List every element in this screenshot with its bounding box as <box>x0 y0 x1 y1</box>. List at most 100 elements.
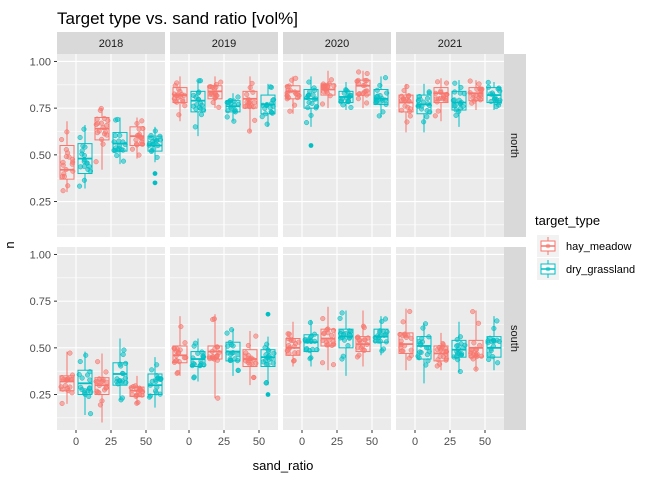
data-point <box>253 333 259 339</box>
box-hay_meadow-25 <box>206 314 223 401</box>
y-tick-label: 0.50 <box>30 150 51 162</box>
data-point <box>119 395 126 401</box>
box-iqr <box>59 145 75 180</box>
x-tick-label: 50 <box>253 436 265 448</box>
panels: 2018 2019 2020 2021 north south <box>57 32 526 430</box>
box-hay_meadow-0 <box>398 83 414 133</box>
facet-label-2019: 2019 <box>212 38 236 50</box>
y-tick-label: 1.00 <box>30 56 51 68</box>
box-hay_meadow-0 <box>171 316 189 376</box>
data-point <box>470 309 476 315</box>
data-point <box>120 147 126 153</box>
data-point <box>404 119 410 125</box>
data-point <box>191 374 197 380</box>
data-point <box>376 113 382 119</box>
box-dry_grassland-25 <box>224 93 241 124</box>
data-point <box>424 95 431 101</box>
data-point <box>182 103 188 109</box>
data-point <box>235 367 241 373</box>
box-hay_meadow-50 <box>242 331 259 386</box>
x-tick-label: 0 <box>73 436 79 448</box>
y-axis-title: n <box>2 241 17 248</box>
legend-title: target_type <box>535 213 600 228</box>
data-point <box>361 89 367 95</box>
box-dry_grassland-50 <box>372 316 390 356</box>
data-point <box>82 144 88 150</box>
data-point <box>60 188 66 194</box>
data-point <box>149 367 155 373</box>
data-point <box>435 79 441 85</box>
data-point <box>495 360 501 366</box>
data-point <box>77 359 83 365</box>
data-point <box>65 183 71 189</box>
data-point <box>358 345 364 351</box>
y-tick-label: 0.50 <box>30 343 51 355</box>
data-point <box>406 355 412 361</box>
data-point <box>85 372 91 378</box>
data-point <box>244 91 250 97</box>
data-point <box>494 318 500 324</box>
data-point <box>87 385 93 391</box>
box-dry_grassland-50 <box>146 357 164 408</box>
data-point <box>382 75 389 81</box>
y-tick-label: 0.25 <box>30 390 51 402</box>
box-iqr <box>285 338 301 356</box>
facet-strip-2019 <box>170 32 278 54</box>
data-point <box>476 81 482 87</box>
data-point <box>79 151 85 157</box>
data-point <box>470 95 476 101</box>
box-iqr <box>112 131 128 152</box>
box-iqr <box>355 79 371 96</box>
data-point <box>325 84 331 90</box>
chart-title: Target type vs. sand ratio [vol%] <box>57 9 298 28</box>
data-point <box>339 310 345 316</box>
data-point <box>269 110 275 116</box>
facet-strip-south <box>504 247 526 430</box>
data-point <box>304 120 310 126</box>
box-iqr <box>320 328 336 347</box>
box-hay_meadow-25 <box>433 332 450 371</box>
data-point <box>114 152 120 159</box>
box-hay_meadow-50 <box>128 375 146 406</box>
data-point <box>306 92 312 98</box>
data-point <box>173 357 180 364</box>
box-hay_meadow-50 <box>354 69 371 109</box>
facet-label-north: north <box>508 133 520 158</box>
box-dry_grassland-0 <box>189 338 207 382</box>
data-point <box>259 114 265 120</box>
data-point <box>98 105 104 111</box>
data-point <box>224 330 230 336</box>
data-point <box>488 98 494 105</box>
box-iqr <box>129 386 145 397</box>
data-point <box>135 399 141 406</box>
data-point <box>348 104 354 111</box>
data-point <box>496 338 502 345</box>
data-point <box>59 137 65 143</box>
outlier-point <box>308 143 314 148</box>
data-point <box>192 124 198 130</box>
data-point <box>403 96 409 102</box>
data-point <box>190 360 196 367</box>
facet-strip-2020 <box>283 32 391 54</box>
box-iqr <box>190 90 206 113</box>
legend-point <box>545 266 551 272</box>
data-point <box>440 354 446 360</box>
data-point <box>307 334 313 340</box>
data-point <box>63 153 69 160</box>
data-point <box>328 77 334 83</box>
data-point <box>305 105 311 111</box>
box-hay_meadow-25 <box>432 78 450 122</box>
data-point <box>382 316 389 322</box>
box-dry_grassland-0 <box>302 319 320 367</box>
box-iqr <box>147 373 163 396</box>
data-point <box>83 352 89 358</box>
box-iqr <box>242 90 258 109</box>
box-iqr <box>59 375 75 392</box>
data-point <box>296 93 302 99</box>
data-point <box>182 340 188 346</box>
data-point <box>93 159 99 165</box>
x-tick-label: 25 <box>444 436 456 448</box>
data-point <box>152 388 159 394</box>
data-point <box>345 89 351 95</box>
